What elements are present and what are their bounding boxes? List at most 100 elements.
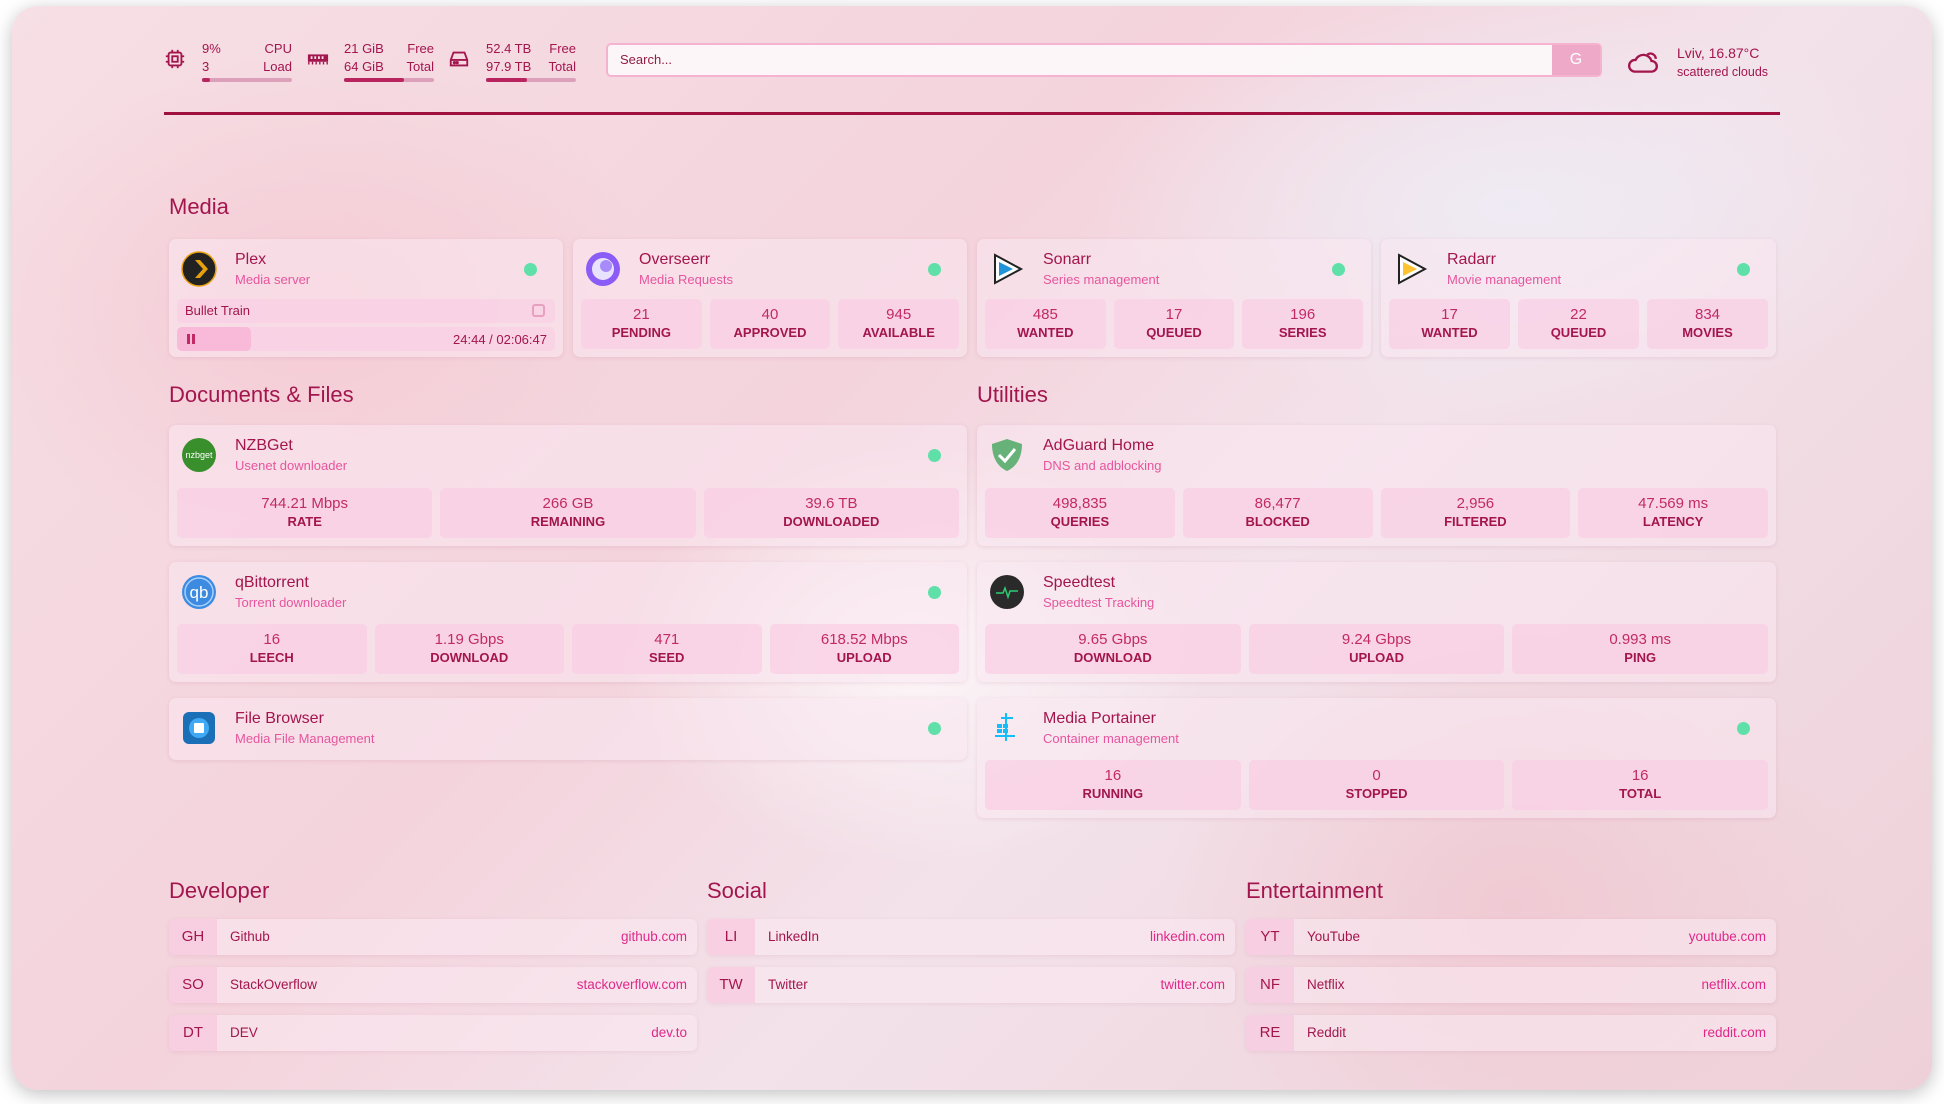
stat-value: 498,835 bbox=[1052, 495, 1107, 512]
bookmark-name[interactable]: YouTube bbox=[1307, 929, 1361, 944]
service-name[interactable]: Sonarr bbox=[1043, 251, 1092, 268]
service-card-qbittorrent[interactable]: qb qBittorrent Torrent downloader 16 LEECH 1.… bbox=[169, 562, 967, 682]
service-card-overseerr[interactable]: Overseerr Media Requests 21 PENDING 40 APPROV… bbox=[573, 239, 967, 357]
stat-value: 196 bbox=[1290, 306, 1316, 323]
bookmark-stackoverflow[interactable]: SO StackOverflow stackoverflow.com bbox=[169, 967, 697, 1003]
service-card-sonarr[interactable]: Sonarr Series management 485 WANTED 17 QUEUED… bbox=[977, 239, 1371, 357]
stat-block: 0.993 ms PING bbox=[1512, 624, 1769, 674]
bookmark-name[interactable]: StackOverflow bbox=[230, 977, 318, 992]
service-card-nzbget[interactable]: nzbget NZBGet Usenet downloader 744.21 Mbps… bbox=[169, 425, 967, 546]
stat-value: 266 GB bbox=[542, 495, 594, 512]
stat-label: DOWNLOADED bbox=[783, 514, 880, 529]
bookmark-url[interactable]: netflix.com bbox=[1701, 977, 1766, 992]
service-card-adguard-home[interactable]: AdGuard Home DNS and adblocking 498,835 QUE… bbox=[977, 425, 1776, 546]
service-description: Speedtest Tracking bbox=[1043, 595, 1155, 610]
cpu-label-primary: CPU bbox=[264, 41, 292, 56]
bookmark-twitter[interactable]: TW Twitter twitter.com bbox=[707, 967, 1235, 1003]
pause-icon[interactable] bbox=[187, 334, 195, 344]
service-stats: 17 WANTED 22 QUEUED 834 MOVIES bbox=[1389, 299, 1768, 349]
bookmark-name[interactable]: Twitter bbox=[768, 977, 808, 992]
service-name[interactable]: AdGuard Home bbox=[1043, 437, 1155, 454]
bookmark-url[interactable]: youtube.com bbox=[1688, 929, 1766, 944]
playback-time: 24:44 / 02:06:47 bbox=[453, 332, 547, 347]
bookmark-name[interactable]: LinkedIn bbox=[768, 929, 820, 944]
stat-block: 266 GB REMAINING bbox=[440, 488, 696, 538]
stat-value: 945 bbox=[886, 306, 912, 323]
service-card-media-portainer[interactable]: Media Portainer Container management 16 RUN… bbox=[977, 698, 1776, 818]
service-name[interactable]: File Browser bbox=[235, 710, 324, 727]
service-description: DNS and adblocking bbox=[1043, 458, 1162, 473]
bookmark-name[interactable]: Github bbox=[230, 929, 270, 944]
search-provider-button[interactable]: G bbox=[1552, 45, 1600, 75]
portainer-icon bbox=[989, 710, 1025, 746]
bookmark-url[interactable]: dev.to bbox=[651, 1025, 687, 1040]
bookmark-linkedin[interactable]: LI LinkedIn linkedin.com bbox=[707, 919, 1235, 955]
cpu-usage-fill bbox=[202, 78, 211, 82]
bookmark-url[interactable]: reddit.com bbox=[1702, 1025, 1766, 1040]
service-card-radarr[interactable]: Radarr Movie management 17 WANTED 22 QUEUED 83… bbox=[1381, 239, 1776, 357]
service-name[interactable]: NZBGet bbox=[235, 437, 293, 454]
sonarr-icon bbox=[989, 251, 1025, 287]
bookmark-abbreviation: GH bbox=[169, 919, 217, 955]
stat-label: DOWNLOAD bbox=[1073, 650, 1152, 665]
service-stats: 9.65 Gbps DOWNLOAD 9.24 Gbps UPLOAD 0.993 ms… bbox=[985, 624, 1769, 674]
bookmark-dev[interactable]: DT DEV dev.to bbox=[169, 1015, 697, 1051]
service-card-plex[interactable]: Plex Media server Bullet Train 24:44 / 02:0… bbox=[169, 239, 563, 357]
bookmark-name[interactable]: DEV bbox=[230, 1025, 258, 1040]
group-heading: Utilities bbox=[977, 382, 1048, 407]
bookmark-abbreviation: RE bbox=[1246, 1015, 1294, 1051]
service-name[interactable]: Media Portainer bbox=[1043, 710, 1156, 727]
disk-labels: Free Total bbox=[549, 40, 576, 76]
service-stats: 16 LEECH 1.19 Gbps DOWNLOAD 471 SEED 618.52 Mb… bbox=[177, 624, 959, 674]
system-memory-widget: 21 GiB 64 GiB Free Total bbox=[306, 40, 434, 82]
service-card-speedtest[interactable]: Speedtest Speedtest Tracking 9.65 Gbps DOWN… bbox=[977, 562, 1776, 682]
bookmark-youtube[interactable]: YT YouTube youtube.com bbox=[1246, 919, 1776, 955]
bookmark-abbreviation: SO bbox=[169, 967, 217, 1003]
service-card-file-browser[interactable]: File Browser Media File Management bbox=[169, 698, 967, 760]
stat-value: 0.993 ms bbox=[1609, 631, 1672, 648]
service-name[interactable]: qBittorrent bbox=[235, 574, 309, 591]
service-stats: 485 WANTED 17 QUEUED 196 SERIES bbox=[985, 299, 1364, 349]
bookmark-url[interactable]: github.com bbox=[620, 929, 687, 944]
stat-label: PENDING bbox=[611, 325, 671, 340]
bookmark-github[interactable]: GH Github github.com bbox=[169, 919, 697, 955]
stat-label: PING bbox=[1624, 650, 1657, 665]
now-playing-title: Bullet Train bbox=[185, 303, 251, 318]
service-name[interactable]: Overseerr bbox=[639, 251, 711, 268]
bookmark-name[interactable]: Reddit bbox=[1307, 1025, 1347, 1040]
group-heading: Media bbox=[169, 194, 229, 219]
bookmark-netflix[interactable]: NF Netflix netflix.com bbox=[1246, 967, 1776, 1003]
service-description: Media server bbox=[235, 272, 311, 287]
now-playing-title-row: Bullet Train bbox=[177, 299, 555, 323]
stat-label: WANTED bbox=[1017, 325, 1074, 340]
speedtest-pulse-icon bbox=[989, 574, 1025, 610]
stat-block: 1.19 Gbps DOWNLOAD bbox=[374, 624, 564, 674]
service-name[interactable]: Speedtest bbox=[1043, 574, 1116, 591]
search-input[interactable] bbox=[608, 45, 1538, 75]
stat-label: DOWNLOAD bbox=[430, 650, 509, 665]
bookmark-url[interactable]: stackoverflow.com bbox=[576, 977, 687, 992]
status-online-indicator bbox=[928, 263, 941, 276]
search-bar[interactable]: Search...G bbox=[606, 43, 1602, 77]
stat-label: UPLOAD bbox=[1349, 650, 1404, 665]
stat-value: 9.65 Gbps bbox=[1078, 631, 1148, 648]
status-online-indicator bbox=[1737, 722, 1750, 735]
stat-value: 618.52 Mbps bbox=[820, 631, 908, 648]
stat-block: 9.24 Gbps UPLOAD bbox=[1248, 624, 1505, 674]
service-name[interactable]: Radarr bbox=[1447, 251, 1496, 268]
memory-usage-fill bbox=[344, 78, 405, 82]
memory-icon bbox=[306, 48, 329, 70]
stat-block: 0 STOPPED bbox=[1248, 760, 1505, 810]
bookmark-url[interactable]: linkedin.com bbox=[1149, 929, 1225, 944]
service-description: Torrent downloader bbox=[235, 595, 347, 610]
bookmark-reddit[interactable]: RE Reddit reddit.com bbox=[1246, 1015, 1776, 1051]
service-name[interactable]: Plex bbox=[235, 251, 267, 268]
stat-block: 945 AVAILABLE bbox=[838, 299, 960, 349]
status-online-indicator bbox=[524, 263, 537, 276]
service-description: Movie management bbox=[1447, 272, 1562, 287]
media-type-icon bbox=[532, 304, 545, 317]
stat-label: SERIES bbox=[1278, 325, 1327, 340]
cpu-label-secondary: Load bbox=[263, 59, 292, 74]
bookmark-url[interactable]: twitter.com bbox=[1160, 977, 1225, 992]
bookmark-name[interactable]: Netflix bbox=[1307, 977, 1345, 992]
